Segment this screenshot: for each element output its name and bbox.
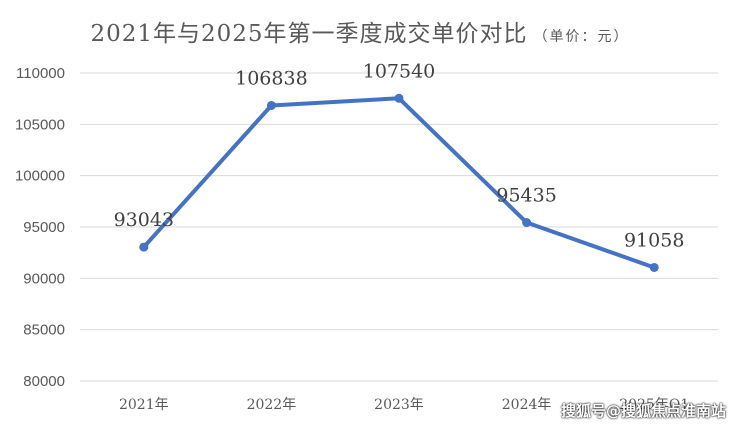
grid-lines bbox=[80, 72, 718, 382]
data-point bbox=[394, 93, 404, 103]
x-tick-label: 2021年 bbox=[119, 397, 169, 413]
data-label: 107540 bbox=[363, 60, 436, 82]
chart-title: 2021年与2025年第一季度成交单价对比 （单价：元） bbox=[90, 21, 629, 47]
data-point bbox=[522, 218, 532, 228]
data-point bbox=[266, 100, 276, 110]
y-tick-label: 110000 bbox=[16, 65, 65, 82]
y-tick-label: 105000 bbox=[15, 116, 65, 133]
chart-title-main: 2021年与2025年第一季度成交单价对比 bbox=[90, 21, 527, 47]
x-tick-label: 2023年 bbox=[374, 397, 424, 413]
data-label: 91058 bbox=[624, 229, 684, 251]
x-axis-ticks: 2021年 2022年 2023年 2024年 2025年Q1 bbox=[119, 397, 689, 413]
series-layer bbox=[139, 93, 659, 272]
data-label: 93043 bbox=[114, 209, 174, 231]
chart-title-unit: （单价：元） bbox=[534, 29, 630, 45]
x-tick-label: 2022年 bbox=[247, 397, 297, 413]
data-label: 95435 bbox=[496, 185, 556, 207]
data-label: 106838 bbox=[235, 67, 308, 89]
y-tick-label: 85000 bbox=[23, 322, 65, 339]
y-tick-label: 100000 bbox=[15, 168, 65, 185]
watermark: 搜狐号@搜狐焦点淮南站 bbox=[560, 402, 726, 420]
data-labels: 93043 106838 107540 95435 91058 bbox=[114, 60, 685, 251]
x-tick-label: 2024年 bbox=[502, 397, 552, 413]
y-tick-label: 80000 bbox=[23, 373, 65, 390]
data-point bbox=[649, 262, 659, 272]
series-line bbox=[141, 96, 657, 270]
y-tick-label: 90000 bbox=[23, 270, 65, 287]
y-tick-label: 95000 bbox=[23, 219, 65, 236]
x-tick-label: 2025年Q1 bbox=[619, 397, 689, 413]
data-point bbox=[139, 242, 149, 252]
y-axis-ticks: 80000 85000 90000 95000 100000 105000 110000 bbox=[15, 65, 65, 390]
